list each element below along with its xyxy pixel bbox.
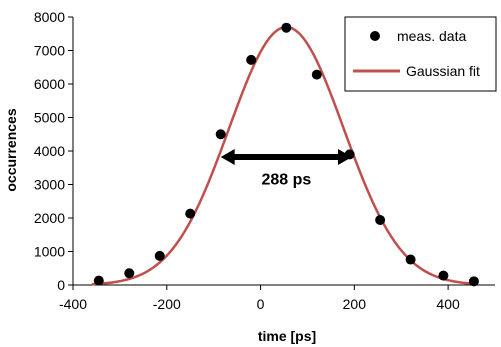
y-tick-label: 4000 <box>34 143 65 159</box>
legend-marker-meas-data <box>370 31 380 41</box>
data-points-layer <box>93 22 479 287</box>
fwhm-label: 288 ps <box>261 172 311 189</box>
data-point <box>124 268 135 279</box>
data-point <box>93 275 104 286</box>
data-point <box>246 54 257 65</box>
legend-label-meas-data: meas. data <box>397 28 466 44</box>
y-tick-label: 3000 <box>34 177 65 193</box>
fwhm-arrow-head-left <box>220 149 235 166</box>
data-point <box>215 129 226 140</box>
y-tick-label: 5000 <box>34 110 65 126</box>
y-tick-label: 1000 <box>34 244 65 260</box>
legend-label-gaussian-fit: Gaussian fit <box>406 63 480 79</box>
data-point <box>468 276 479 287</box>
x-tick-label: 200 <box>343 296 367 312</box>
y-axis-label: occurrences <box>3 108 19 191</box>
data-point <box>311 69 322 80</box>
x-tick-label: 0 <box>257 296 265 312</box>
x-tick-label: -200 <box>153 296 181 312</box>
x-axis-label: time [ps] <box>258 328 316 344</box>
y-tick-label: 2000 <box>34 210 65 226</box>
y-tick-label: 7000 <box>34 43 65 59</box>
y-tick-label: 6000 <box>34 76 65 92</box>
data-point <box>154 250 165 261</box>
data-point <box>185 208 196 219</box>
data-point <box>438 270 449 281</box>
x-tick-label: -400 <box>59 296 87 312</box>
y-tick-label: 8000 <box>34 9 65 25</box>
legend-box <box>344 16 497 92</box>
y-tick-label: 0 <box>57 277 65 293</box>
data-point <box>281 22 292 33</box>
legend: meas. data Gaussian fit <box>344 16 497 92</box>
x-tick-label: 400 <box>436 296 460 312</box>
data-point <box>405 254 416 265</box>
fwhm-arrow-head-right <box>337 149 352 166</box>
fwhm-annotation: 288 ps <box>220 149 352 189</box>
data-point <box>375 215 386 226</box>
